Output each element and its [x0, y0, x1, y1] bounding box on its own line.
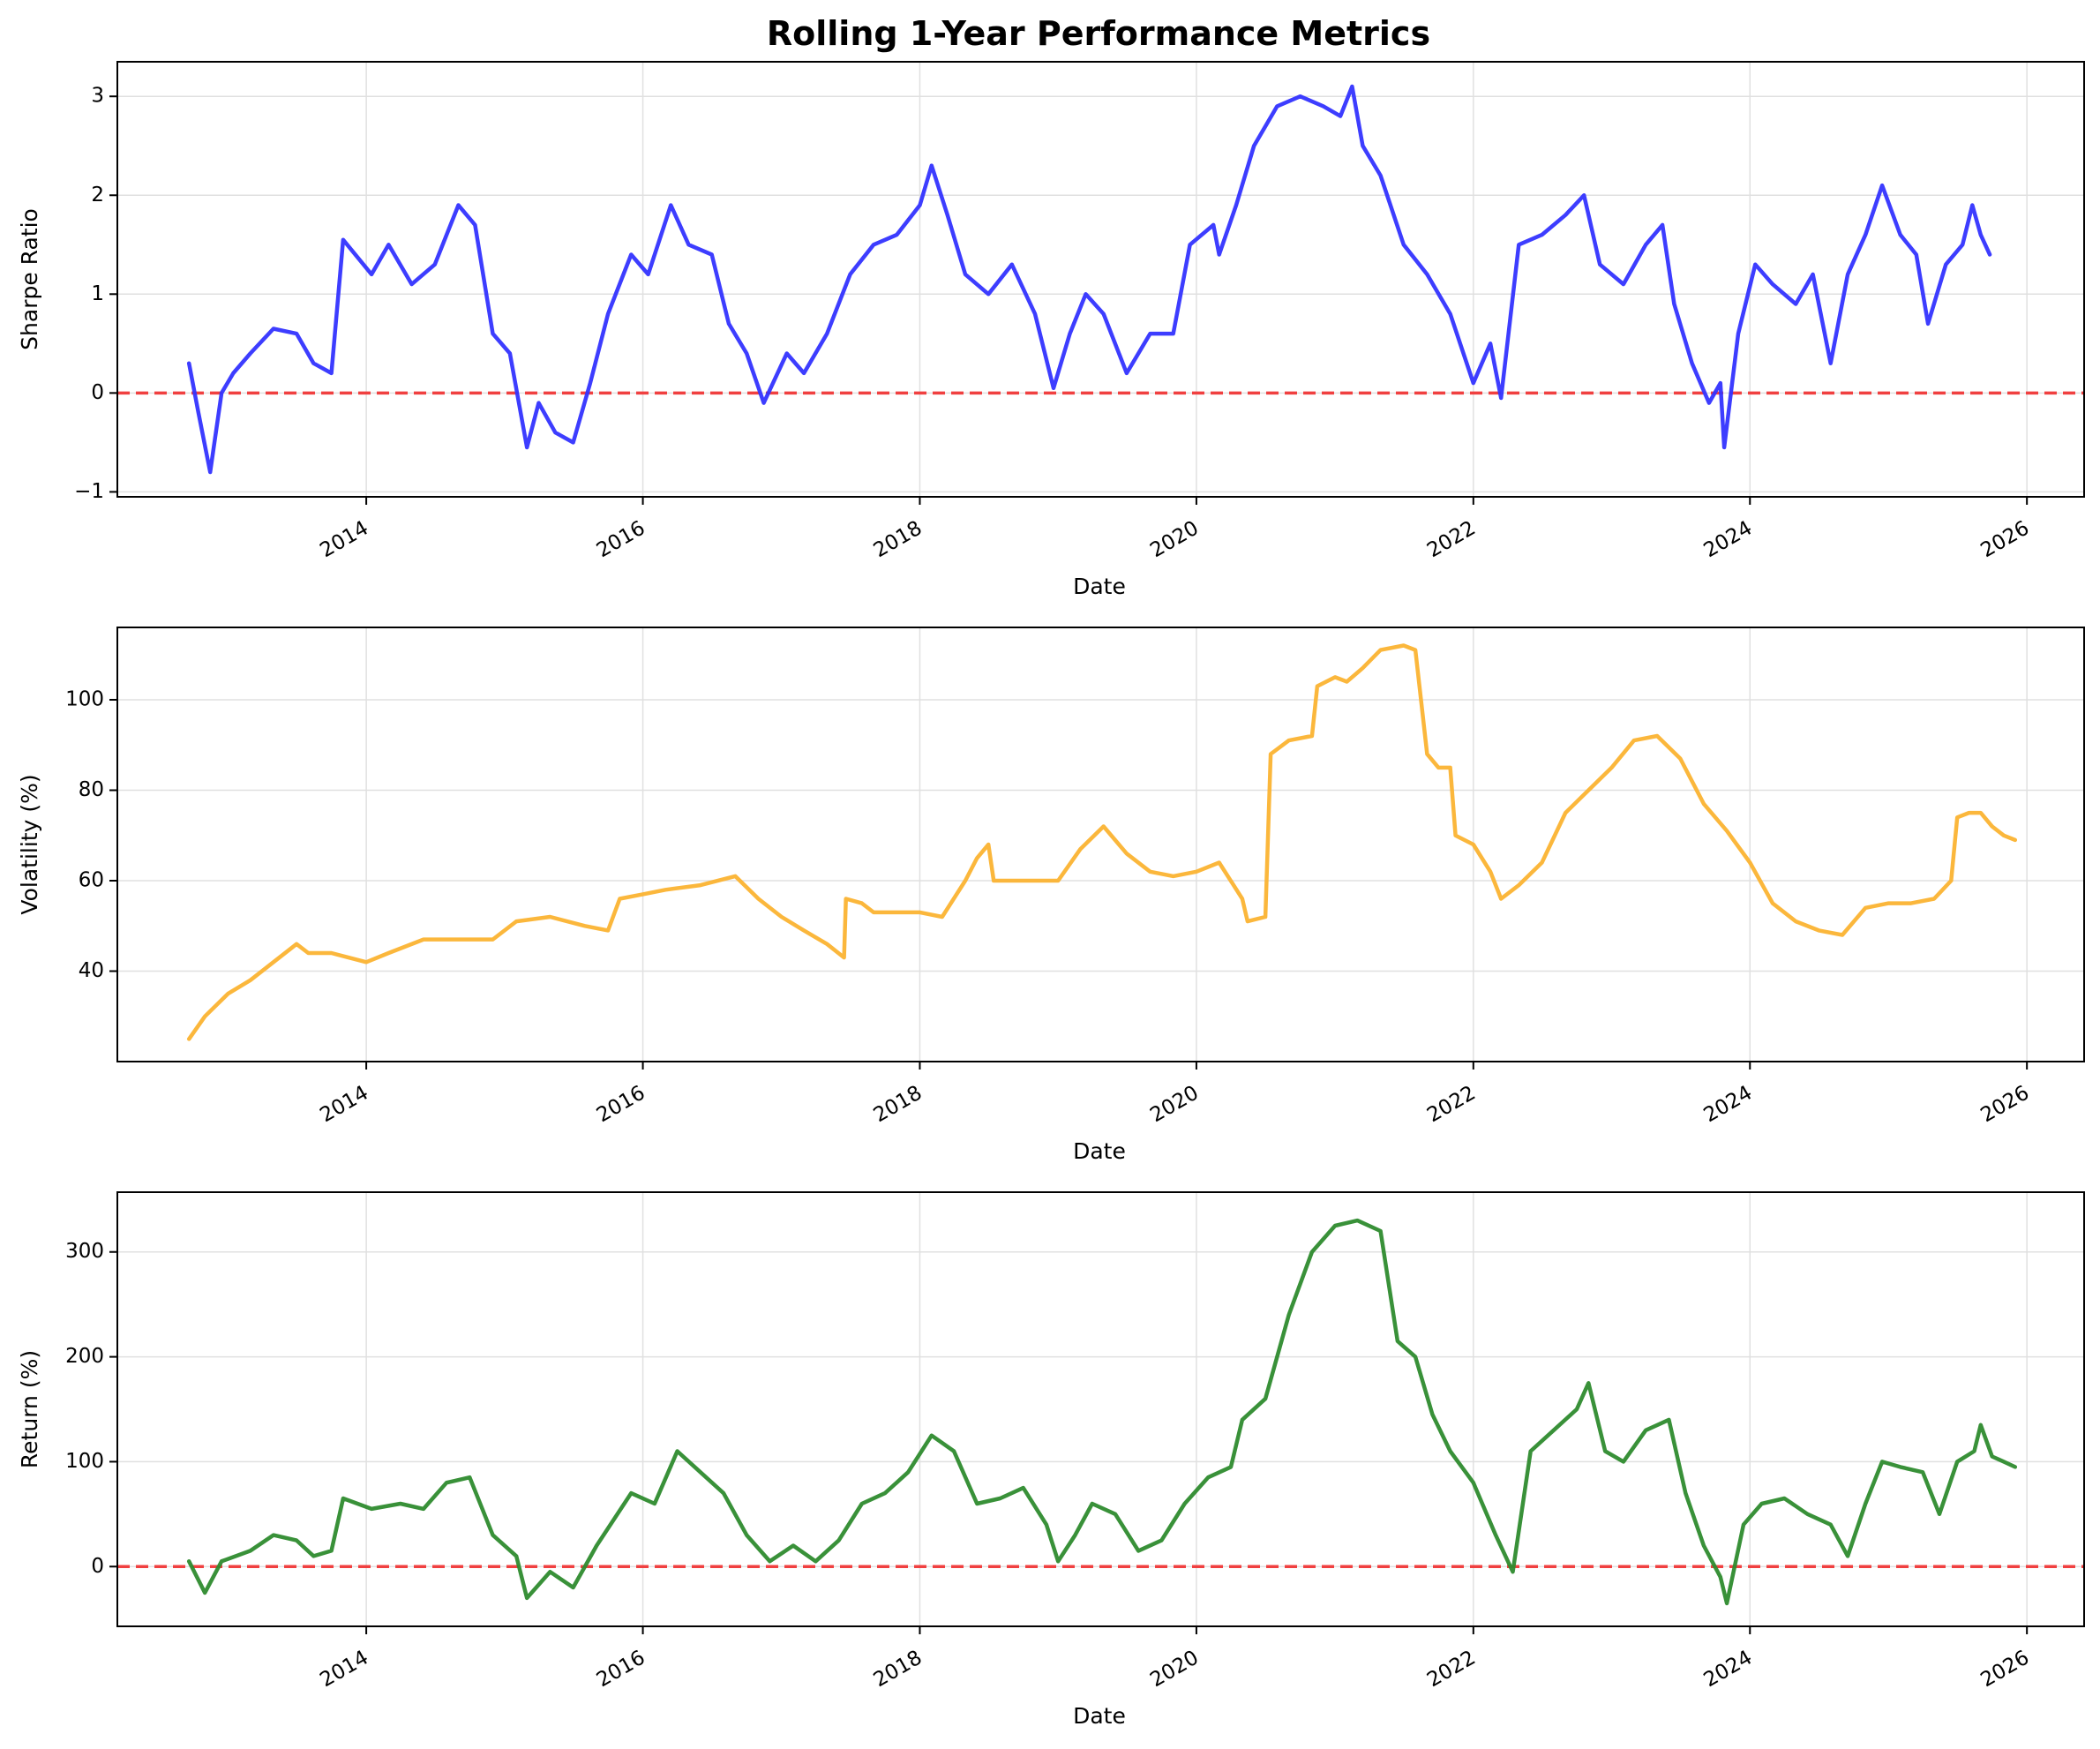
figure-title: Rolling 1-Year Performance Metrics	[767, 14, 1430, 53]
y-tick-label: 1	[91, 282, 104, 305]
series-line-volatility	[186, 643, 2018, 1041]
series-line-return	[186, 1218, 2018, 1606]
y-tick-label: 3	[91, 85, 104, 108]
y-tick-label: 100	[65, 1450, 104, 1473]
axes-frame	[116, 61, 2085, 498]
x-axis-label: Date	[1073, 1138, 1126, 1164]
y-tick-label: 80	[79, 778, 104, 801]
panel-sharpe: 2014 2016 2018 2020 2022 2024 2026−10123DateSh…	[17, 61, 2085, 599]
plot-area	[117, 1192, 2084, 1626]
y-axis-label: Sharpe Ratio	[17, 208, 42, 350]
y-tick-label: 2	[91, 184, 104, 206]
y-tick-label: 0	[91, 381, 104, 404]
axes-frame	[116, 627, 2085, 1062]
y-tick-label: 300	[65, 1240, 104, 1263]
axes-frame	[116, 1191, 2085, 1627]
panel-return: 2014 2016 2018 2020 2022 2024 20260100200300Da…	[17, 1191, 2085, 1729]
x-axis-label: Date	[1073, 1703, 1126, 1729]
y-tick-label: 200	[65, 1345, 104, 1368]
y-tick-label: 40	[79, 959, 104, 982]
x-axis-label: Date	[1073, 574, 1126, 599]
y-tick-label: 100	[65, 688, 104, 711]
y-tick-label: 0	[91, 1555, 104, 1578]
y-tick-label: 60	[79, 869, 104, 892]
plot-area	[117, 62, 2084, 497]
plot-area	[117, 627, 2084, 1062]
y-tick-label: −1	[74, 480, 104, 503]
y-axis-label: Return (%)	[17, 1350, 42, 1468]
y-axis-label: Volatility (%)	[17, 774, 42, 914]
panel-volatility: 2014 2016 2018 2020 2022 2024 2026406080100Dat…	[17, 627, 2085, 1164]
series-line-sharpe	[186, 84, 1992, 475]
